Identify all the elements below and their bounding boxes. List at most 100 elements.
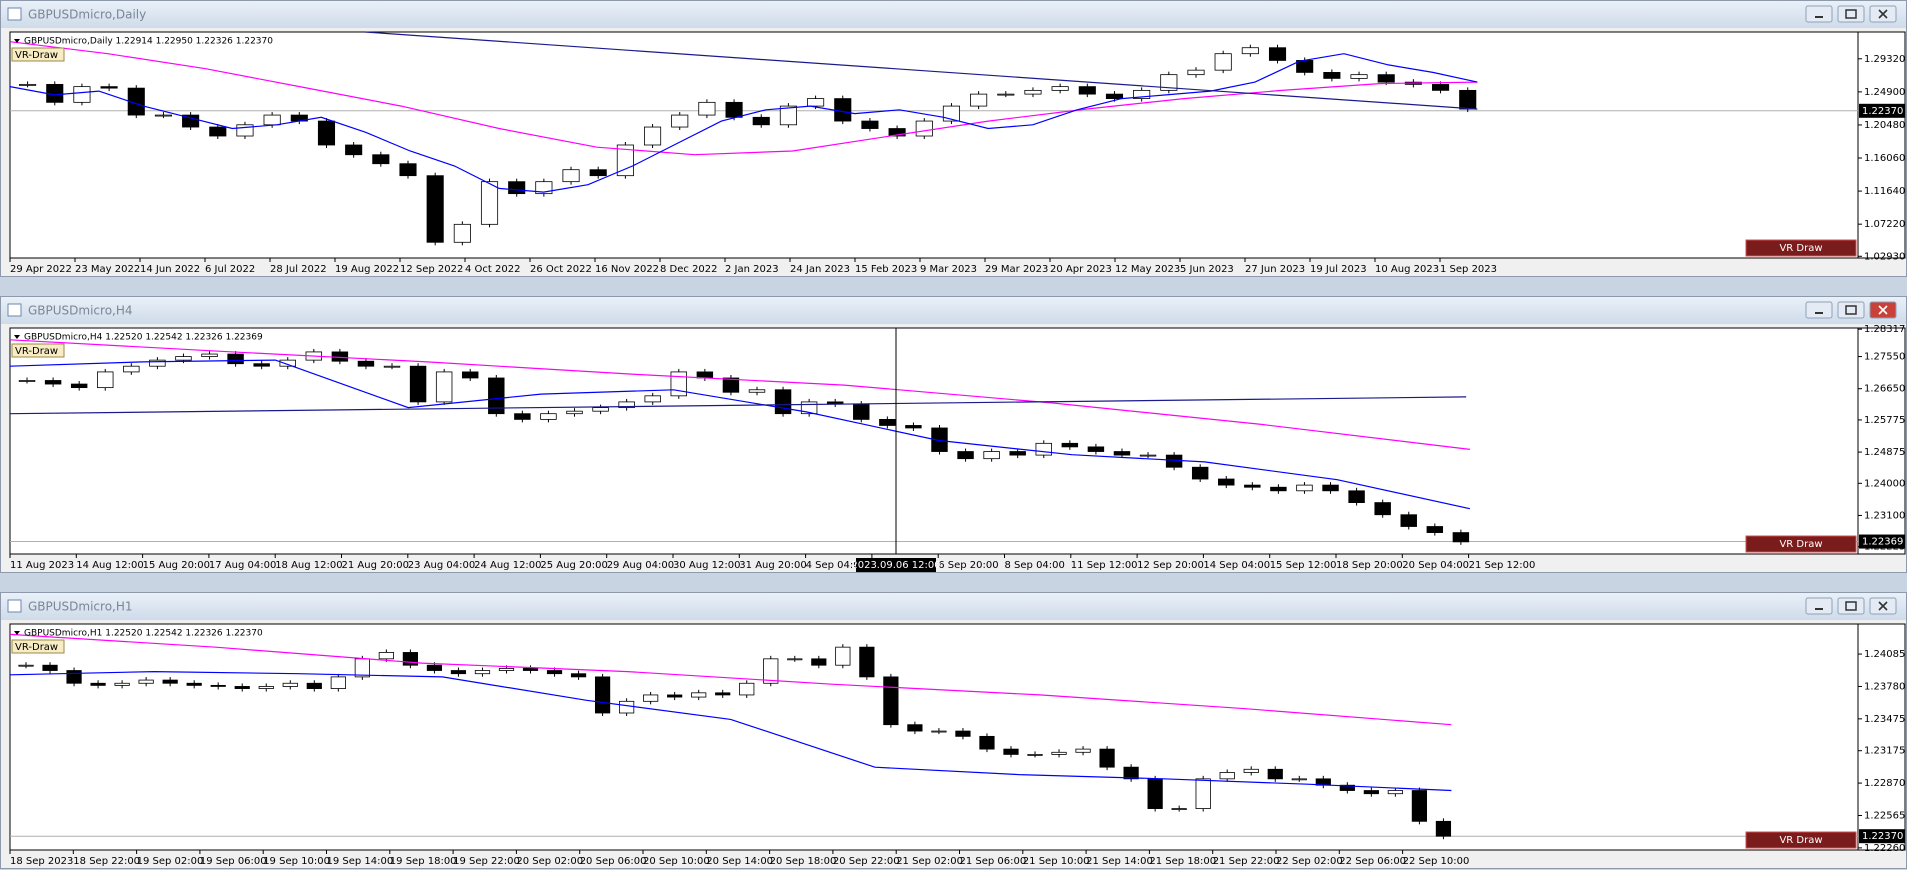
candle-body xyxy=(1435,820,1452,837)
time-label: 18 Sep 2023 xyxy=(10,856,73,867)
price-label: 1.23175 xyxy=(1864,746,1905,757)
minimize-button[interactable] xyxy=(1805,597,1833,615)
time-label: 29 Mar 2023 xyxy=(985,264,1048,275)
time-label: 24 Jan 2023 xyxy=(790,264,850,275)
vr-draw-button-label[interactable]: VR Draw xyxy=(1779,243,1822,254)
maximize-button[interactable] xyxy=(1837,597,1865,615)
time-label: 15 Aug 20:00 xyxy=(143,560,210,571)
candle-body xyxy=(450,670,467,675)
candle-body xyxy=(354,658,370,678)
candle-body xyxy=(522,667,539,671)
candle-body xyxy=(372,154,390,165)
crosshair-label: 2023.09.06 12:00 xyxy=(851,560,940,571)
candle-body xyxy=(1241,47,1259,55)
candle-body xyxy=(594,676,611,714)
candle-body xyxy=(562,169,580,183)
candle-body xyxy=(619,700,635,714)
candle-body xyxy=(1133,89,1151,100)
vr-draw-button-label[interactable]: VR Draw xyxy=(1779,539,1822,550)
candle-body xyxy=(18,664,34,667)
chart-info: GBPUSDmicro,Daily 1.22914 1.22950 1.2232… xyxy=(24,37,273,47)
plot-area xyxy=(9,31,1859,259)
chart-window: GBPUSDmicro,Daily 1.29320 1.24900 1.20480 1.… xyxy=(0,0,1907,277)
candle-body xyxy=(282,682,298,687)
time-label: 27 Jun 2023 xyxy=(1245,264,1305,275)
vr-draw-label: VR-Draw xyxy=(15,50,58,61)
candle-body xyxy=(1009,451,1026,456)
info-arrow xyxy=(14,335,20,339)
time-label: 21 Sep 14:00 xyxy=(1086,856,1153,867)
fast-moving-average xyxy=(9,670,1452,792)
time-label: 22 Sep 06:00 xyxy=(1339,856,1406,867)
vr-draw-button[interactable] xyxy=(1745,239,1857,257)
candle-body xyxy=(1123,766,1139,780)
candle-body xyxy=(1374,502,1391,516)
candle-body xyxy=(100,86,118,89)
candle-body xyxy=(1147,778,1163,809)
minimize-button[interactable] xyxy=(1805,5,1833,23)
slow-moving-average xyxy=(9,41,1478,156)
candle-body xyxy=(1051,86,1069,91)
title-bar xyxy=(1,1,1906,28)
time-label: 19 Sep 06:00 xyxy=(200,856,267,867)
candle-body xyxy=(127,87,145,116)
candle-body xyxy=(1268,47,1287,61)
candle-body xyxy=(162,679,178,684)
time-label: 21 Sep 02:00 xyxy=(896,856,963,867)
candle-body xyxy=(1270,486,1287,492)
candle-body xyxy=(888,128,906,137)
maximize-button[interactable] xyxy=(1837,5,1865,23)
time-label: 29 Aug 04:00 xyxy=(607,560,674,571)
candle-body xyxy=(670,371,688,397)
vr-draw-box xyxy=(11,639,65,654)
minimize-button[interactable] xyxy=(1805,301,1833,319)
candle-body xyxy=(426,175,444,243)
price-label: 1.27550 xyxy=(1864,352,1905,363)
candle-body xyxy=(835,646,851,666)
candle-body xyxy=(1099,748,1115,768)
candle-body xyxy=(787,658,803,661)
time-label: 28 Jul 2022 xyxy=(270,264,327,275)
time-label: 20 Apr 2023 xyxy=(1050,264,1112,275)
vr-draw-button[interactable] xyxy=(1745,831,1857,849)
candle-body xyxy=(957,451,974,460)
candle-body xyxy=(853,403,870,420)
candle-body xyxy=(18,380,36,382)
close-glyph xyxy=(1878,305,1888,315)
candle-body xyxy=(535,181,553,195)
maximize-button[interactable] xyxy=(1837,301,1865,319)
candle-body xyxy=(739,682,755,696)
candle-body xyxy=(570,673,587,678)
close-glyph xyxy=(1878,601,1888,611)
price-label: 1.02930 xyxy=(1864,251,1905,262)
candle-body xyxy=(566,410,583,415)
price-label: 1.23100 xyxy=(1864,510,1905,521)
time-label: 19 Aug 2022 xyxy=(335,264,399,275)
candle-body xyxy=(931,730,947,733)
candle-body xyxy=(879,418,896,426)
candle-body xyxy=(691,692,707,698)
candle-body xyxy=(1243,768,1259,773)
candle-body xyxy=(1171,808,1187,810)
candle-body xyxy=(540,413,557,420)
window-title: GBPUSDmicro,Daily xyxy=(28,8,146,22)
candle-body xyxy=(1322,484,1339,492)
vr-draw-button[interactable] xyxy=(1745,535,1857,553)
candle-body xyxy=(345,144,363,156)
time-label: 2 Jan 2023 xyxy=(725,264,779,275)
candle-body xyxy=(997,93,1015,96)
time-label: 19 Sep 22:00 xyxy=(453,856,520,867)
time-label: 29 Apr 2022 xyxy=(10,264,72,275)
time-label: 11 Aug 2023 xyxy=(10,560,74,571)
price-axis xyxy=(1857,623,1906,851)
candle-body xyxy=(114,682,130,686)
price-axis xyxy=(1857,31,1906,259)
vr-draw-button-label[interactable]: VR Draw xyxy=(1779,835,1822,846)
time-label: 8 Sep 04:00 xyxy=(1005,560,1065,571)
price-label: 1.16060 xyxy=(1864,153,1905,164)
time-label: 18 Aug 12:00 xyxy=(275,560,342,571)
trendline xyxy=(364,31,1478,110)
candle-body xyxy=(42,664,58,671)
fast-moving-average xyxy=(9,359,1471,510)
